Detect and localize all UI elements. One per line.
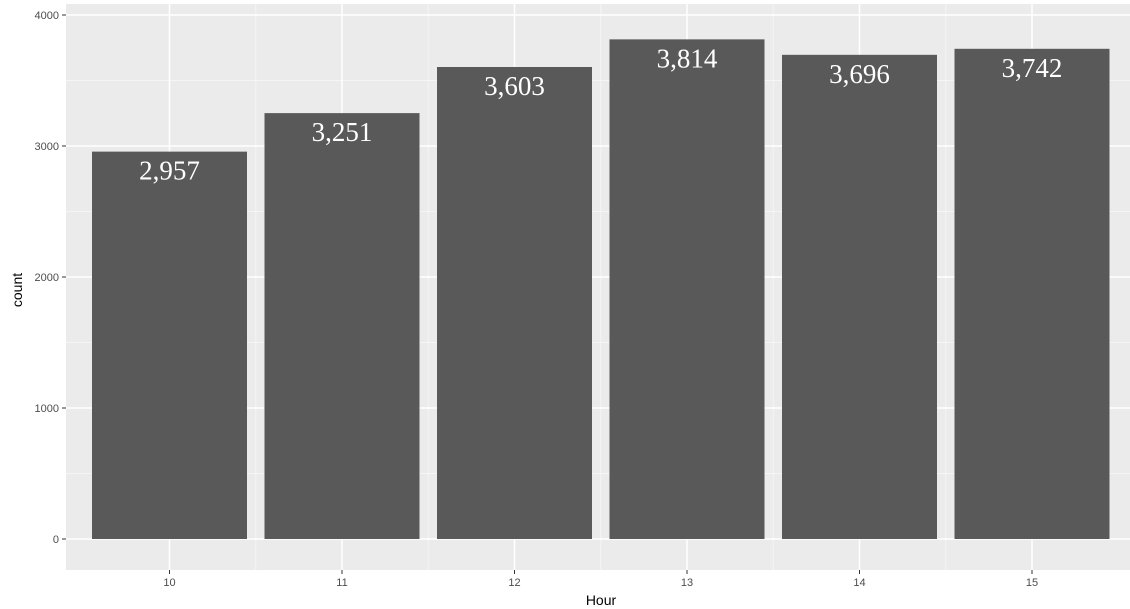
x-axis-title: Hour bbox=[586, 592, 617, 608]
y-tick-label: 3000 bbox=[35, 141, 59, 153]
y-tick-label: 1000 bbox=[35, 403, 59, 415]
y-tick-label: 0 bbox=[53, 534, 59, 546]
x-tick-label: 13 bbox=[681, 577, 693, 589]
bar-10 bbox=[92, 151, 247, 539]
bar-15 bbox=[954, 48, 1110, 539]
data-label-13: 3,814 bbox=[657, 43, 718, 73]
bar-13 bbox=[609, 39, 765, 540]
x-axis: 10 11 12 13 14 15 bbox=[163, 570, 1038, 589]
bar-12 bbox=[437, 67, 592, 539]
y-axis-title: count bbox=[9, 273, 25, 307]
x-tick-label: 10 bbox=[163, 577, 175, 589]
data-label-11: 3,251 bbox=[312, 117, 373, 147]
data-labels: 2,957 3,251 3,603 3,814 3,696 3,742 bbox=[139, 43, 1062, 185]
x-tick-label: 15 bbox=[1026, 577, 1038, 589]
bars bbox=[92, 39, 1110, 540]
data-label-10: 2,957 bbox=[139, 156, 200, 186]
x-tick-label: 14 bbox=[853, 577, 865, 589]
data-label-14: 3,696 bbox=[829, 59, 890, 89]
data-label-15: 3,742 bbox=[1002, 53, 1063, 83]
x-tick-label: 12 bbox=[508, 577, 520, 589]
bar-14 bbox=[782, 54, 937, 539]
bar-11 bbox=[264, 113, 420, 539]
y-axis: 0 1000 2000 3000 4000 bbox=[35, 10, 66, 546]
x-tick-label: 11 bbox=[336, 577, 347, 589]
y-tick-label: 4000 bbox=[35, 10, 59, 22]
y-tick-label: 2000 bbox=[35, 272, 59, 284]
data-label-12: 3,603 bbox=[484, 71, 545, 101]
